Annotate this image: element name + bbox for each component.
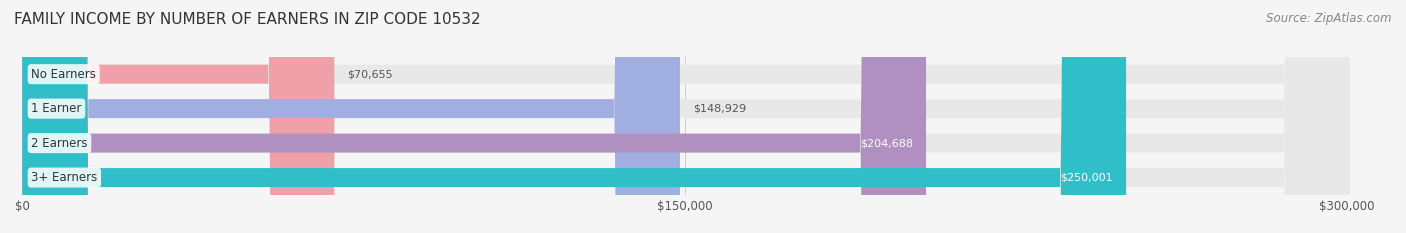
FancyBboxPatch shape (22, 0, 1350, 233)
Text: 3+ Earners: 3+ Earners (31, 171, 97, 184)
Text: 2 Earners: 2 Earners (31, 137, 87, 150)
Text: $148,929: $148,929 (693, 104, 747, 114)
Text: $70,655: $70,655 (347, 69, 394, 79)
Text: $250,001: $250,001 (1060, 173, 1114, 182)
FancyBboxPatch shape (22, 0, 681, 233)
FancyBboxPatch shape (22, 0, 335, 233)
FancyBboxPatch shape (22, 0, 1350, 233)
Text: 1 Earner: 1 Earner (31, 102, 82, 115)
FancyBboxPatch shape (22, 0, 1350, 233)
FancyBboxPatch shape (22, 0, 1126, 233)
Text: No Earners: No Earners (31, 68, 96, 81)
Text: FAMILY INCOME BY NUMBER OF EARNERS IN ZIP CODE 10532: FAMILY INCOME BY NUMBER OF EARNERS IN ZI… (14, 12, 481, 27)
Text: $204,688: $204,688 (860, 138, 912, 148)
Text: Source: ZipAtlas.com: Source: ZipAtlas.com (1267, 12, 1392, 25)
FancyBboxPatch shape (22, 0, 927, 233)
FancyBboxPatch shape (22, 0, 1350, 233)
